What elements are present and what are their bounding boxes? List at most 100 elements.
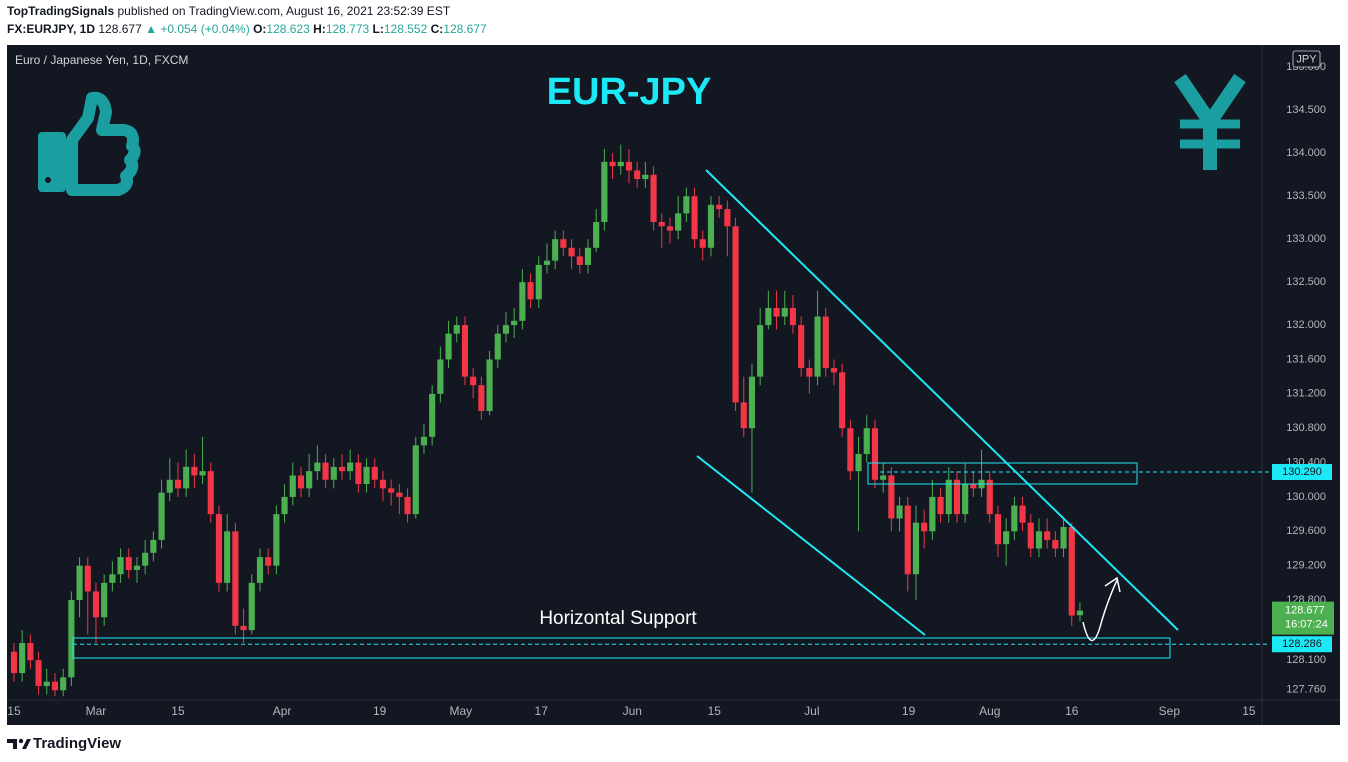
x-tick-label: 19	[902, 704, 916, 718]
countdown: 16:07:24	[1285, 619, 1328, 631]
candle-body	[871, 428, 879, 480]
y-tick-label: 130.800	[1286, 422, 1326, 434]
candle-body	[945, 479, 952, 515]
candle-body	[445, 333, 452, 360]
x-tick-label: 15	[708, 704, 722, 718]
ohlc-label: O:	[253, 22, 266, 36]
candle-body	[896, 505, 903, 519]
candle-body	[240, 625, 247, 631]
y-tick-label: 131.600	[1286, 353, 1326, 365]
ohlc-value: 128.773	[326, 22, 370, 36]
candle-body	[650, 174, 657, 222]
resistance-zone	[867, 462, 1138, 485]
candle-body	[757, 325, 764, 377]
last-price-box	[1272, 601, 1334, 635]
candle-body	[527, 282, 534, 300]
x-tick-label: Jun	[623, 704, 642, 718]
currency: JPY	[1296, 53, 1317, 65]
candle-body	[863, 428, 870, 454]
x-tick-label: 15	[171, 704, 185, 718]
candle-body	[912, 522, 920, 575]
candle-body	[1052, 539, 1059, 549]
candle-body	[683, 196, 690, 214]
candle-body	[921, 522, 928, 532]
candle-body	[994, 514, 1002, 545]
candle-body	[437, 359, 444, 394]
candle-body	[625, 161, 633, 171]
trendline	[705, 169, 1179, 631]
candle-body	[1003, 531, 1010, 545]
candle-body	[855, 453, 862, 472]
candle-body	[830, 368, 838, 373]
candle-body	[806, 368, 813, 377]
candle-body	[986, 479, 993, 515]
chart-panel	[7, 45, 1340, 725]
candle-body	[306, 471, 313, 489]
level-label-box	[1272, 464, 1332, 481]
candle-body	[568, 247, 575, 257]
candle-body	[404, 496, 411, 515]
candle-body	[478, 385, 485, 412]
candle-body	[822, 316, 829, 369]
y-tick-label: 129.200	[1286, 560, 1326, 572]
ohlc-label: C:	[431, 22, 444, 36]
x-tick-label: 15	[1242, 704, 1256, 718]
candle-body	[609, 161, 616, 167]
published: published on TradingView.com, August 16,…	[117, 4, 450, 18]
candle-body	[675, 213, 682, 231]
candle-body	[486, 359, 493, 412]
candle-body	[576, 256, 583, 265]
candle-body	[101, 582, 108, 618]
candle-body	[880, 475, 887, 480]
symbol: FX:EURJPY, 1D	[7, 22, 95, 36]
candle-body	[199, 471, 206, 476]
y-tick-label: 133.500	[1286, 190, 1326, 202]
candle-body	[1060, 527, 1067, 549]
candle-body	[43, 681, 50, 686]
candle-body	[371, 466, 378, 480]
header-line: TopTradingSignals published on TradingVi…	[7, 4, 451, 18]
candle-body	[10, 651, 18, 674]
candle-body	[970, 484, 977, 489]
candle-body	[593, 221, 600, 248]
y-tick-label: 127.760	[1286, 683, 1326, 695]
candle-body	[379, 479, 387, 489]
arrow	[1082, 579, 1118, 642]
footer-brand: TradingView	[33, 735, 121, 752]
candle-body	[584, 247, 592, 265]
candle-body	[256, 557, 264, 583]
ohlc-value: 128.677	[443, 22, 487, 36]
candle-body	[273, 514, 280, 566]
candle-body	[560, 239, 567, 248]
candle-body	[215, 514, 223, 583]
x-tick-label: Jul	[804, 704, 819, 718]
x-tick-label: Mar	[86, 704, 107, 718]
candle-body	[150, 539, 157, 553]
candle-body	[355, 462, 362, 485]
x-tick-label: Aug	[979, 704, 1000, 718]
candle-body	[281, 496, 288, 515]
y-tick-label: 134.500	[1286, 104, 1326, 116]
candle-body	[461, 325, 469, 377]
x-tick-label: 17	[535, 704, 549, 718]
candle-body	[781, 307, 788, 317]
candle-body	[511, 320, 518, 326]
y-tick-label: 132.000	[1286, 319, 1326, 331]
candle-body	[133, 565, 141, 570]
candle-body	[183, 466, 190, 489]
footer-logo	[7, 738, 31, 749]
candle-body	[117, 557, 124, 575]
candle-body	[699, 239, 706, 248]
change: ▲ +0.054 (+0.04%)	[145, 22, 250, 36]
y-tick-label: 130.000	[1286, 491, 1326, 503]
candle-body	[937, 496, 944, 515]
chart-title: EUR-JPY	[547, 71, 712, 113]
candle-body	[716, 204, 723, 210]
candle-body	[191, 466, 198, 476]
candle-body	[1076, 610, 1084, 616]
annotation: Horizontal Support	[539, 608, 697, 629]
candle-body	[174, 479, 182, 489]
x-tick-label: Sep	[1159, 704, 1181, 718]
candle-body	[798, 325, 805, 369]
